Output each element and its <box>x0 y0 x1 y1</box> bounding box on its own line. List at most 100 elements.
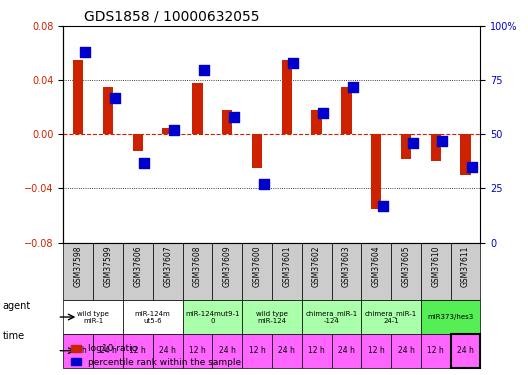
Text: time: time <box>3 331 25 340</box>
Point <box>230 114 238 120</box>
Text: 24 h: 24 h <box>278 346 295 355</box>
FancyBboxPatch shape <box>242 334 272 368</box>
Point <box>348 84 357 90</box>
Point <box>110 94 119 100</box>
Text: 24 h: 24 h <box>457 346 474 355</box>
FancyBboxPatch shape <box>332 334 361 368</box>
FancyBboxPatch shape <box>391 243 421 300</box>
FancyBboxPatch shape <box>451 334 480 368</box>
Bar <box>312 110 322 134</box>
Point <box>200 66 208 72</box>
Point <box>140 159 148 165</box>
Text: wild type
miR-124: wild type miR-124 <box>256 310 288 324</box>
Text: 24 h: 24 h <box>100 346 117 355</box>
Bar <box>252 134 262 168</box>
FancyBboxPatch shape <box>272 243 301 300</box>
FancyBboxPatch shape <box>332 243 361 300</box>
FancyBboxPatch shape <box>421 243 451 300</box>
Point <box>468 164 476 170</box>
FancyBboxPatch shape <box>93 243 123 300</box>
Text: GSM37605: GSM37605 <box>401 245 410 287</box>
Text: GSM37607: GSM37607 <box>163 245 172 287</box>
FancyBboxPatch shape <box>153 334 183 368</box>
Point <box>81 49 89 55</box>
FancyBboxPatch shape <box>123 243 153 300</box>
FancyBboxPatch shape <box>391 334 421 368</box>
FancyBboxPatch shape <box>212 334 242 368</box>
Bar <box>222 110 232 134</box>
Legend: log10 ratio, percentile rank within the sample: log10 ratio, percentile rank within the … <box>68 341 244 370</box>
Text: 12 h: 12 h <box>70 346 87 355</box>
Bar <box>103 87 114 134</box>
Text: miR-124mut9-1
0: miR-124mut9-1 0 <box>185 310 240 324</box>
Text: GSM37603: GSM37603 <box>342 245 351 287</box>
Text: GSM37604: GSM37604 <box>372 245 381 287</box>
FancyBboxPatch shape <box>212 243 242 300</box>
FancyBboxPatch shape <box>361 300 421 334</box>
Bar <box>401 134 411 159</box>
Bar <box>133 134 143 151</box>
FancyBboxPatch shape <box>272 334 301 368</box>
FancyBboxPatch shape <box>421 334 451 368</box>
Bar <box>430 134 441 161</box>
Text: 12 h: 12 h <box>129 346 146 355</box>
FancyBboxPatch shape <box>242 300 301 334</box>
Text: GSM37610: GSM37610 <box>431 245 440 287</box>
Text: 12 h: 12 h <box>427 346 444 355</box>
FancyBboxPatch shape <box>183 300 242 334</box>
Text: GSM37598: GSM37598 <box>74 245 83 287</box>
FancyBboxPatch shape <box>451 243 480 300</box>
Text: miR373/hes3: miR373/hes3 <box>428 314 474 320</box>
Point <box>438 138 447 144</box>
Text: 12 h: 12 h <box>308 346 325 355</box>
Text: GDS1858 / 10000632055: GDS1858 / 10000632055 <box>84 10 260 24</box>
FancyBboxPatch shape <box>361 334 391 368</box>
Point <box>408 140 417 146</box>
Text: GSM37601: GSM37601 <box>282 245 291 287</box>
Text: agent: agent <box>3 301 31 310</box>
FancyBboxPatch shape <box>242 243 272 300</box>
Text: 12 h: 12 h <box>249 346 266 355</box>
Text: GSM37611: GSM37611 <box>461 245 470 287</box>
Text: chimera_miR-1
-124: chimera_miR-1 -124 <box>305 310 357 324</box>
Bar <box>192 83 203 134</box>
FancyBboxPatch shape <box>301 243 332 300</box>
Point <box>379 203 387 209</box>
Text: GSM37606: GSM37606 <box>134 245 143 287</box>
FancyBboxPatch shape <box>301 334 332 368</box>
Text: GSM37609: GSM37609 <box>223 245 232 287</box>
Text: GSM37600: GSM37600 <box>252 245 261 287</box>
FancyBboxPatch shape <box>361 243 391 300</box>
FancyBboxPatch shape <box>63 300 123 334</box>
FancyBboxPatch shape <box>183 243 212 300</box>
FancyBboxPatch shape <box>123 334 153 368</box>
FancyBboxPatch shape <box>123 300 183 334</box>
Point <box>289 60 298 66</box>
Text: GSM37602: GSM37602 <box>312 245 321 287</box>
FancyBboxPatch shape <box>93 334 123 368</box>
Point <box>319 110 327 116</box>
Text: wild type
miR-1: wild type miR-1 <box>77 310 109 324</box>
Text: 12 h: 12 h <box>189 346 206 355</box>
Text: 24 h: 24 h <box>159 346 176 355</box>
Text: GSM37599: GSM37599 <box>103 245 112 287</box>
Bar <box>460 134 471 175</box>
FancyBboxPatch shape <box>63 243 93 300</box>
Point <box>259 181 268 187</box>
Text: 24 h: 24 h <box>338 346 355 355</box>
Bar <box>281 60 292 134</box>
FancyBboxPatch shape <box>183 334 212 368</box>
Text: GSM37608: GSM37608 <box>193 245 202 287</box>
FancyBboxPatch shape <box>301 300 361 334</box>
FancyBboxPatch shape <box>421 300 480 334</box>
Text: 12 h: 12 h <box>368 346 384 355</box>
FancyBboxPatch shape <box>153 243 183 300</box>
Text: 24 h: 24 h <box>398 346 414 355</box>
Bar <box>371 134 381 209</box>
Point <box>170 127 178 133</box>
Text: 24 h: 24 h <box>219 346 235 355</box>
FancyBboxPatch shape <box>63 334 93 368</box>
Bar <box>163 128 173 134</box>
Bar <box>341 87 352 134</box>
Bar <box>73 60 83 134</box>
